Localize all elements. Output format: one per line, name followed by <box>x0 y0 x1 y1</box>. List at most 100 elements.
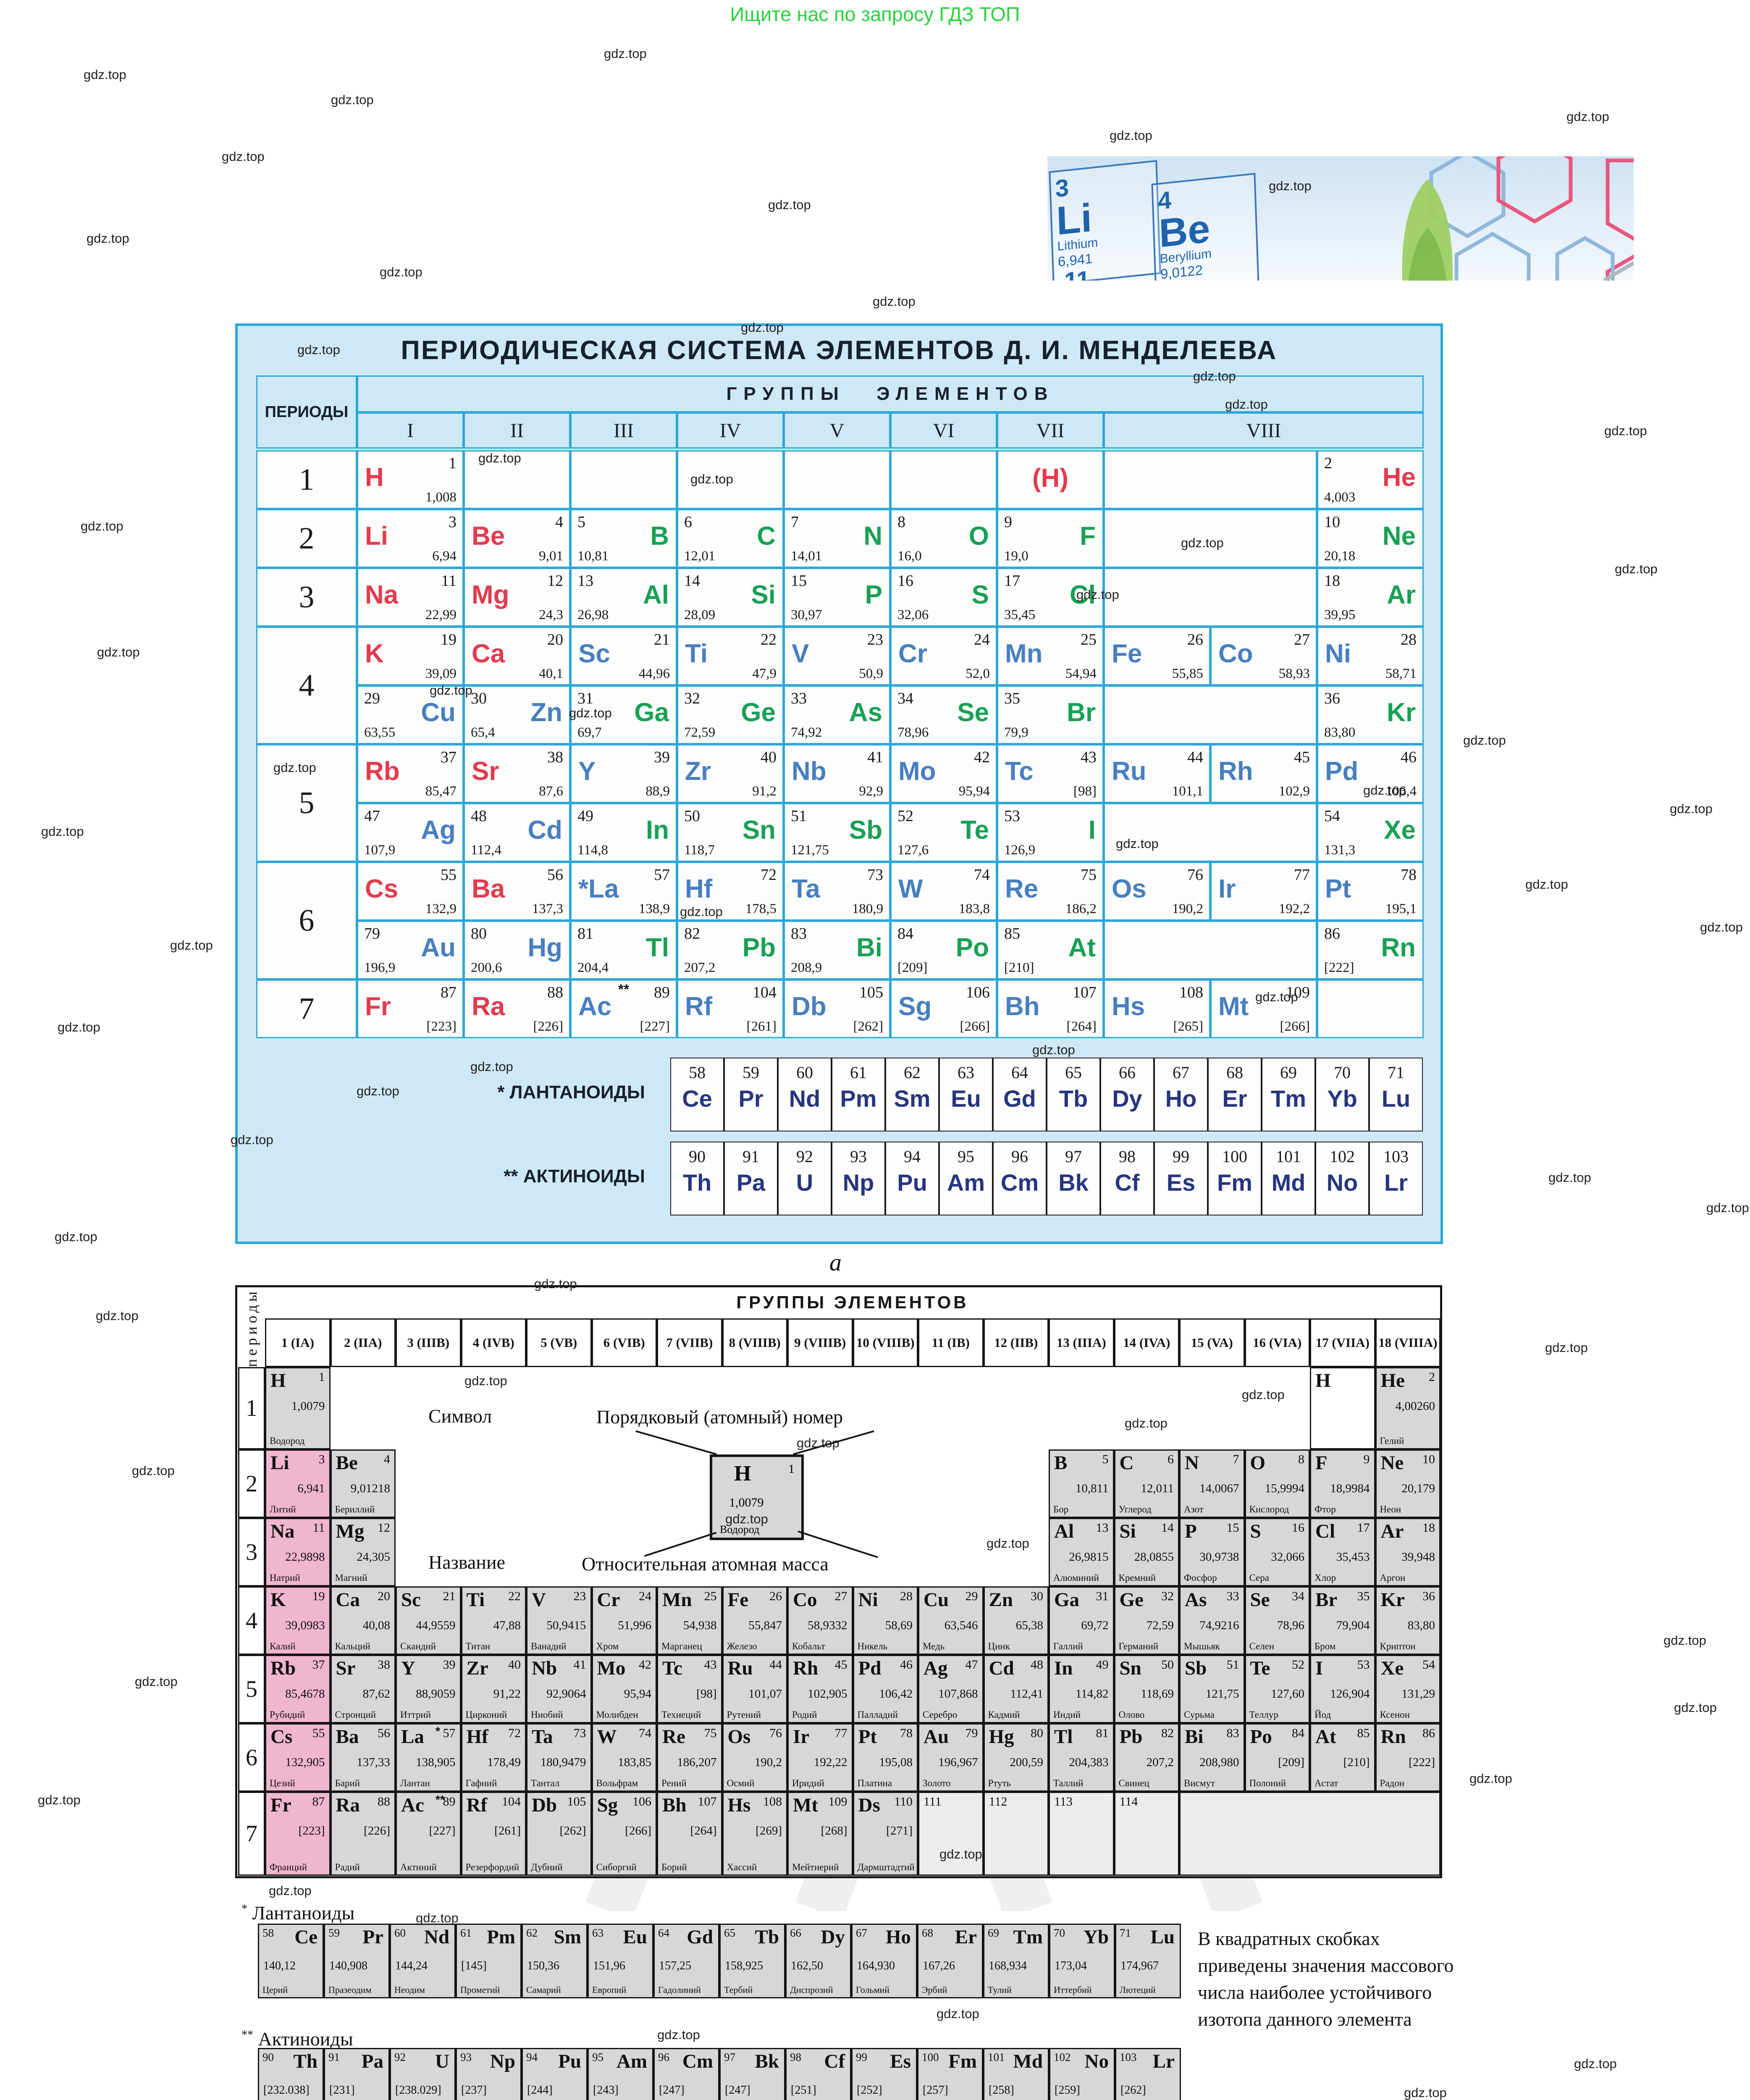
element-cell-Tl: 81 Tl 204,4 <box>570 921 677 979</box>
table1-group-header-VII: VII <box>997 412 1104 449</box>
table2-group-header-10: 10 (VIIIB) <box>853 1318 918 1367</box>
element-cell-C: 6 C 12,01 <box>677 509 784 568</box>
element-name: Радон <box>1380 1778 1405 1788</box>
element-symbol: Ga <box>1054 1589 1080 1611</box>
element-cell-In: 49 In 114,8 <box>570 803 677 862</box>
element-symbol: Cu <box>924 1589 949 1611</box>
element-symbol: H <box>270 1370 286 1391</box>
element-name: Сиборгий <box>596 1862 637 1872</box>
element-symbol: Eu <box>623 1926 648 1948</box>
atomic-mass: 35,453 <box>1336 1550 1370 1564</box>
element-name: Бор <box>1053 1504 1069 1515</box>
element-cell-Cd: 48 Cd 112,4 <box>464 803 570 862</box>
table2-group-header-6: 6 (VIB) <box>591 1318 657 1367</box>
atomic-mass: 4,003 <box>1324 490 1356 505</box>
element-symbol: Ni <box>1325 639 1351 668</box>
atomic-number: 24 <box>974 631 990 648</box>
gdz-watermark: gdz.top <box>331 92 374 107</box>
table1-period-4: 4 <box>256 627 357 744</box>
actinide-cell-Cm: 96 Cm <box>993 1142 1047 1215</box>
element-cell-Fe: Fe 26 55,847 Железо <box>722 1586 787 1655</box>
gdz-watermark: gdz.top <box>1269 178 1312 193</box>
atomic-mass: 208,980 <box>1199 1756 1239 1769</box>
atomic-number: 68 <box>1226 1063 1243 1082</box>
element-cell-Rn: 86 Rn [222] <box>1317 921 1424 979</box>
actinide-cell-Es: 99 Es <box>1154 1142 1208 1215</box>
atomic-mass: 106,4 <box>1385 784 1417 799</box>
element-symbol: Br <box>1067 698 1096 727</box>
element-cell-Si: Si 14 28,0855 Кремний <box>1114 1518 1179 1586</box>
lanthanide-cell-Dy: 66 Dy 162,50 Диспрозий <box>785 1924 851 1998</box>
atomic-number: 27 <box>834 1589 847 1603</box>
element-symbol: Pa <box>361 2050 383 2072</box>
atomic-number: 66 <box>790 1927 801 1939</box>
atomic-number: 57 <box>654 866 670 884</box>
atomic-mass: 20,179 <box>1401 1482 1435 1495</box>
element-cell-Ca: Ca 20 40,08 Кальций <box>330 1586 396 1655</box>
table1-title: ПЕРИОДИЧЕСКАЯ СИСТЕМА ЭЛЕМЕНТОВ Д. И. МЕ… <box>401 336 1278 365</box>
gdz-watermark: gdz.top <box>1193 369 1236 383</box>
element-name: Литий <box>270 1504 296 1515</box>
actinide-cell-Am: 95 Am <box>939 1142 993 1215</box>
gdz-watermark: gdz.top <box>132 1463 175 1478</box>
element-cell-Mg: 12 Mg 24,3 <box>464 568 570 627</box>
element-name: Полоний <box>1249 1778 1286 1788</box>
element-cell-Sn: Sn 50 118,69 Олово <box>1114 1655 1179 1723</box>
atomic-number: 22 <box>761 631 777 648</box>
element-cell-Po: Po 84 [209] Полоний <box>1244 1723 1310 1792</box>
atomic-number: 30 <box>1031 1589 1043 1603</box>
atomic-mass: 14,0067 <box>1199 1482 1239 1495</box>
atomic-number: 104 <box>502 1795 521 1809</box>
element-cell-Ne: Ne 10 20,179 Неон <box>1375 1449 1440 1518</box>
atomic-mass: [222] <box>1324 960 1354 975</box>
element-cell-Ir: Ir 77 192,22 Иридий <box>787 1723 853 1792</box>
element-symbol: (H) <box>1032 464 1069 493</box>
atomic-mass: [210] <box>1004 960 1034 975</box>
atomic-mass: 144,24 <box>395 1959 428 1972</box>
atomic-mass: [223] <box>426 1019 457 1034</box>
element-name: Титан <box>465 1641 491 1651</box>
atomic-mass: 91,22 <box>493 1687 521 1701</box>
legend-sample-mass: 1,0079 <box>729 1496 764 1509</box>
atomic-mass: [265] <box>1173 1019 1203 1034</box>
gdz-watermark: gdz.top <box>1674 1700 1717 1715</box>
legend-sample-cell: H 1 1,0079 Водород <box>710 1454 804 1540</box>
atomic-number: 2 <box>1324 454 1332 472</box>
atomic-number: 84 <box>897 925 913 942</box>
atomic-mass: 1,0079 <box>291 1399 325 1413</box>
atomic-number: 12 <box>378 1521 390 1535</box>
atomic-number: 46 <box>1401 748 1417 766</box>
element-symbol: Er <box>955 1926 977 1948</box>
empty-cell <box>890 450 997 509</box>
element-cell-Pt: Pt 78 195,08 Платина <box>853 1723 918 1792</box>
atomic-mass: 6,94 <box>432 549 457 564</box>
figure-label-a: а <box>829 1249 842 1276</box>
atomic-mass: 102,9 <box>1278 784 1310 799</box>
element-cell-Br: Br 35 79,904 Бром <box>1310 1586 1375 1655</box>
element-cell-Tl: Tl 81 204,383 Таллий <box>1049 1723 1114 1792</box>
gdz-watermark: gdz.top <box>55 1229 97 1244</box>
element-name: Свинец <box>1118 1778 1149 1788</box>
table2-group-header-17: 17 (VIIA) <box>1310 1318 1375 1367</box>
atomic-number: 25 <box>1081 631 1097 648</box>
legend-mass-label: Относительная атомная масса <box>582 1553 829 1575</box>
lanthanide-cell-Ce: 58 Ce 140,12 Церий <box>258 1924 324 1998</box>
actinide-cell-U: 92 U <box>778 1142 832 1215</box>
element-symbol: Sm <box>894 1085 931 1112</box>
gdz-watermark: gdz.top <box>1463 733 1506 748</box>
element-symbol: Cd <box>989 1657 1014 1679</box>
atomic-number: 20 <box>378 1589 390 1603</box>
element-name: Тербий <box>724 1984 753 1995</box>
atomic-mass: [223] <box>298 1824 325 1838</box>
atomic-number: 74 <box>639 1726 651 1740</box>
table2-group-header-4: 4 (IVB) <box>461 1318 526 1367</box>
empty-cell <box>1104 568 1317 627</box>
atomic-mass: 183,8 <box>958 901 990 916</box>
actinide-cell-Cf: 98 Cf <box>1100 1142 1154 1215</box>
atomic-mass: 83,80 <box>1407 1619 1435 1632</box>
atomic-mass: 69,7 <box>577 725 602 740</box>
atomic-mass: [262] <box>853 1019 883 1034</box>
element-symbol: Ta <box>532 1726 553 1748</box>
